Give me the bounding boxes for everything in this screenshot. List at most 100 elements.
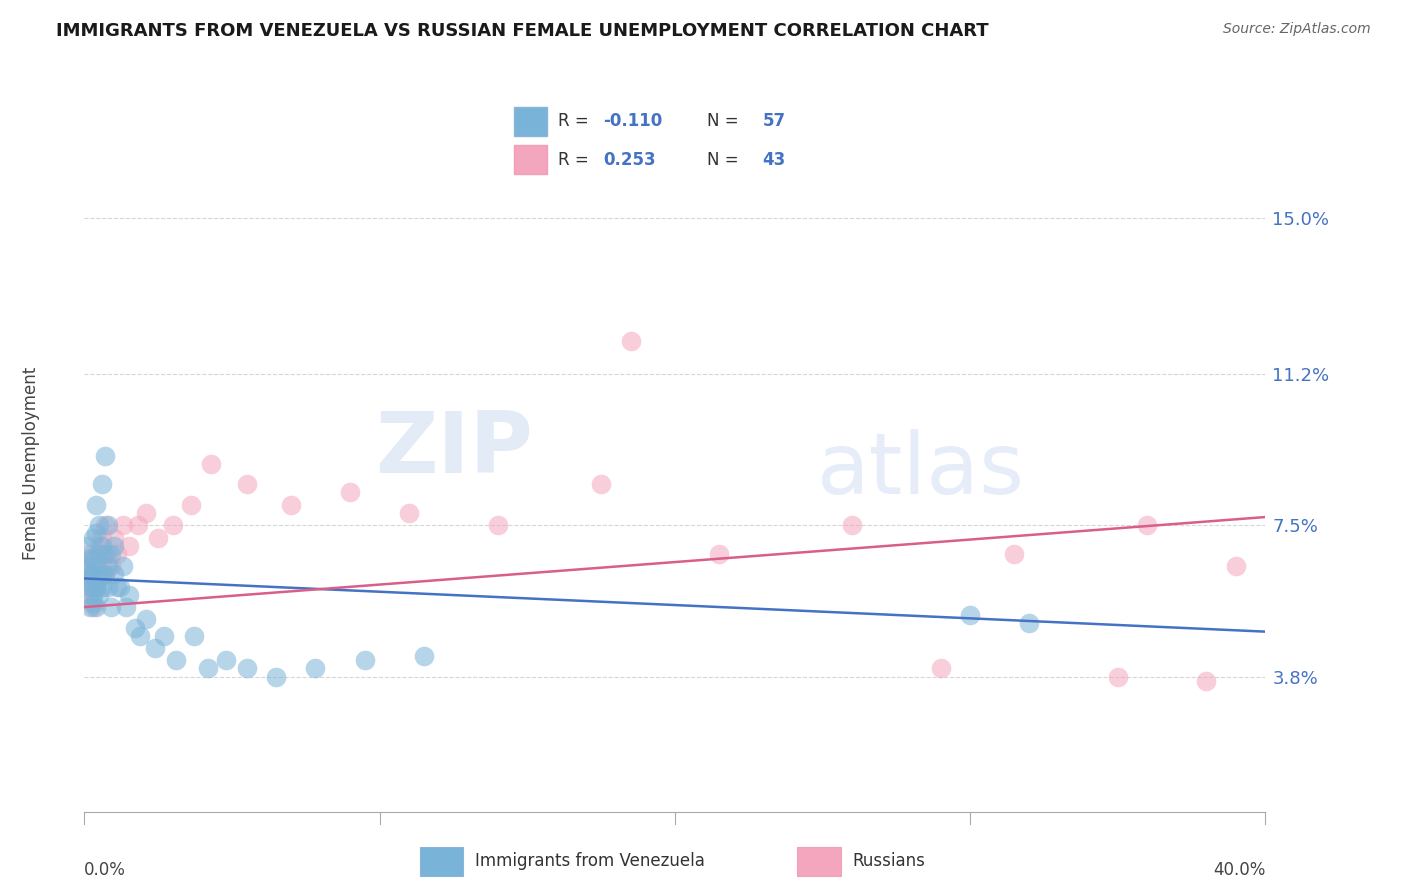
Point [97,547,120,561]
Point [91,547,114,561]
Point [89,518,111,533]
Point [82,567,104,582]
Point [94,567,117,582]
Point [135,612,157,626]
Point [135,506,157,520]
Text: R =: R = [558,151,593,169]
Text: Female Unemployment: Female Unemployment [22,368,41,560]
Point [79,580,101,594]
Text: -0.110: -0.110 [603,112,662,130]
Point [94,567,117,582]
Point [1004,547,1026,561]
Point [1195,673,1218,688]
Point [91,567,114,582]
Point [89,571,111,585]
Point [264,670,288,684]
Point [84,559,107,574]
Point [124,621,146,635]
Point [89,588,111,602]
Point [89,547,111,561]
Point [304,661,326,675]
Point [929,661,952,675]
Point [79,571,101,585]
Point [89,567,111,582]
Point [82,531,104,545]
Text: IMMIGRANTS FROM VENEZUELA VS RUSSIAN FEMALE UNEMPLOYMENT CORRELATION CHART: IMMIGRANTS FROM VENEZUELA VS RUSSIAN FEM… [56,22,988,40]
Point [1018,616,1040,631]
Point [94,518,117,533]
Point [79,567,101,582]
Text: atlas: atlas [817,429,1025,512]
Point [82,580,104,594]
Point [1107,670,1129,684]
Point [79,588,101,602]
Point [413,649,436,664]
Bar [419,847,463,876]
Point [486,518,509,533]
Point [82,555,104,569]
Point [84,600,107,615]
Bar [513,145,547,175]
Point [79,547,101,561]
Point [215,653,238,667]
Point [153,629,176,643]
Point [79,600,101,615]
Point [162,518,184,533]
Point [236,477,259,491]
Point [76,559,98,574]
Bar [513,107,547,136]
Point [76,571,98,585]
Text: N =: N = [707,151,744,169]
Text: 43: 43 [762,151,786,169]
Point [91,539,114,553]
Point [129,629,152,643]
Point [959,608,981,623]
Text: R =: R = [558,112,593,130]
Text: ZIP: ZIP [375,409,533,491]
Point [108,580,131,594]
Point [591,477,613,491]
Point [354,653,377,667]
Point [100,600,122,615]
Point [79,551,101,566]
Text: Russians: Russians [852,852,925,870]
Point [103,531,125,545]
Text: Source: ZipAtlas.com: Source: ZipAtlas.com [1223,22,1371,37]
Point [84,498,107,512]
Point [82,551,104,566]
Point [82,588,104,602]
Point [100,547,122,561]
Point [91,477,114,491]
Point [76,559,98,574]
Point [76,580,98,594]
Point [97,559,120,574]
Point [398,506,420,520]
Point [82,580,104,594]
Point [103,567,125,582]
Point [91,531,114,545]
Point [82,596,104,610]
Point [97,518,120,533]
Point [619,334,641,348]
Point [236,661,259,675]
Point [127,518,149,533]
Point [105,580,128,594]
Point [94,449,117,463]
Point [100,559,122,574]
Point [76,539,98,553]
Point [118,539,141,553]
Point [111,559,134,574]
Point [280,498,302,512]
Point [1225,559,1247,574]
Point [197,661,219,675]
Point [91,580,114,594]
Point [143,640,166,655]
Point [114,600,136,615]
Point [841,518,863,533]
Point [183,629,205,643]
Point [148,531,170,545]
Bar [797,847,841,876]
Point [94,547,117,561]
Text: N =: N = [707,112,744,130]
Point [165,653,187,667]
